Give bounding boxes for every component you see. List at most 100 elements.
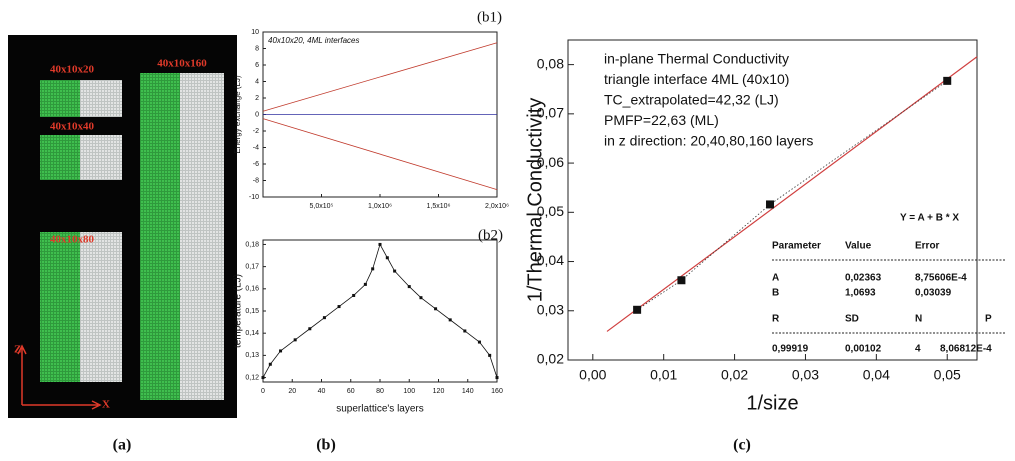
marker — [261, 376, 265, 380]
caption: (c) — [733, 437, 751, 454]
y-tick-label: 0,12 — [245, 374, 259, 381]
block — [140, 73, 180, 400]
table-header: N — [915, 314, 922, 325]
y-tick-label: 6 — [255, 62, 259, 69]
x-tick-label: 5,0x10⁵ — [310, 203, 334, 210]
caption: (b) — [316, 437, 336, 454]
point — [766, 200, 775, 209]
annotation: triangle interface 4ML (40x10) — [604, 71, 789, 87]
plot-frame — [567, 39, 978, 361]
block — [80, 80, 122, 117]
marker — [393, 269, 397, 273]
y-tick-label: 4 — [255, 78, 259, 85]
table-cell: 0,00102 — [845, 344, 882, 355]
marker — [371, 267, 375, 271]
x-tick-label: 0,01 — [650, 367, 677, 383]
table-header: SD — [845, 314, 859, 325]
series-line — [262, 118, 498, 190]
x-tick-label: 100 — [403, 388, 415, 395]
y-tick-label: -10 — [249, 194, 259, 201]
x-tick-label: 0,03 — [792, 367, 819, 383]
block — [40, 135, 80, 180]
marker — [488, 353, 492, 357]
annotation: 40x10x20, 4ML interfaces — [268, 36, 359, 45]
table-cell: 0,02363 — [845, 273, 882, 284]
x-tick-label: 2,0x10⁶ — [485, 203, 509, 210]
axes-arrows — [17, 344, 102, 410]
table-cell: A — [772, 273, 779, 284]
marker — [448, 318, 452, 322]
block — [80, 232, 122, 382]
y-tick-label: 0,06 — [537, 154, 564, 170]
structures-panel: 40x10x20 40x10x40 40x10x80 40x10x160 Z X — [8, 35, 237, 418]
annotation: TC_extrapolated=42,32 (LJ) — [604, 92, 779, 108]
table-header: R — [772, 314, 780, 325]
x-tick-label: 160 — [491, 388, 503, 395]
marker — [463, 329, 467, 333]
x-tick-label: 0 — [261, 388, 265, 395]
block — [40, 232, 80, 382]
table-header: P — [985, 314, 992, 325]
table-header: Error — [915, 241, 940, 252]
table-cell: 4 — [915, 344, 921, 355]
axis-name: X — [102, 399, 110, 411]
x-tick-label: 140 — [462, 388, 474, 395]
table-cell: 0,99919 — [772, 344, 809, 355]
table-cell: 1,0693 — [845, 288, 876, 299]
x-tick-label: 0,00 — [579, 367, 606, 383]
y-tick-label: 0,08 — [537, 55, 564, 71]
connect-line — [636, 80, 948, 311]
structure-label: 40x10x40 — [50, 121, 95, 133]
marker — [495, 376, 499, 380]
y-axis-label: temperature (LJ) — [233, 274, 244, 348]
x-tick-label: 1,0x10⁶ — [368, 203, 392, 210]
annotation: PMFP=22,63 (ML) — [604, 112, 719, 128]
annotation: in-plane Thermal Conductivity — [604, 51, 789, 67]
y-tick-label: -8 — [253, 177, 259, 184]
marker — [363, 282, 367, 286]
y-tick-label: 0,02 — [537, 351, 564, 367]
y-tick-label: 0 — [255, 111, 259, 118]
marker — [407, 285, 411, 289]
series-line — [262, 42, 498, 112]
x-tick-label: 1,5x10⁶ — [427, 203, 451, 210]
y-tick-label: 0,07 — [537, 105, 564, 121]
marker — [352, 293, 356, 297]
y-axis-label: Energy exchange (LJ) — [233, 75, 242, 154]
table-cell: 0,03039 — [915, 288, 952, 299]
y-tick-label: 0,14 — [245, 330, 259, 337]
marker — [385, 256, 389, 260]
plot-frame — [262, 239, 498, 383]
axis-name: Z — [14, 344, 21, 356]
x-tick-label: 0,04 — [863, 367, 890, 383]
table-cell: 8,75606E-4 — [915, 273, 967, 284]
y-tick-label: 0,16 — [245, 286, 259, 293]
point — [677, 276, 686, 285]
marker — [322, 316, 326, 320]
table-cell: B — [772, 288, 779, 299]
marker — [434, 307, 438, 311]
y-tick-label: 0,18 — [245, 241, 259, 248]
marker — [279, 349, 283, 353]
x-axis-label: 1/size — [746, 392, 798, 414]
x-tick-label: 0,02 — [721, 367, 748, 383]
table-header: Parameter — [772, 241, 821, 252]
y-tick-label: 0,15 — [245, 308, 259, 315]
marker — [337, 305, 341, 309]
marker — [308, 327, 312, 331]
structure-label: 40x10x80 — [50, 234, 95, 246]
y-tick-label: 0,05 — [537, 203, 564, 219]
marker — [378, 242, 382, 246]
y-axis-label: 1/Thermal Conductivity — [524, 98, 546, 303]
fit-line — [606, 56, 978, 332]
y-tick-label: -4 — [253, 144, 259, 151]
structure-label: 40x10x160 — [157, 58, 207, 70]
series-line — [262, 243, 498, 378]
y-tick-label: 0,03 — [537, 301, 564, 317]
y-tick-label: 0,13 — [245, 352, 259, 359]
x-tick-label: 0,05 — [934, 367, 961, 383]
y-tick-label: 0,04 — [537, 252, 564, 268]
y-tick-label: -2 — [253, 128, 259, 135]
block — [40, 80, 80, 117]
